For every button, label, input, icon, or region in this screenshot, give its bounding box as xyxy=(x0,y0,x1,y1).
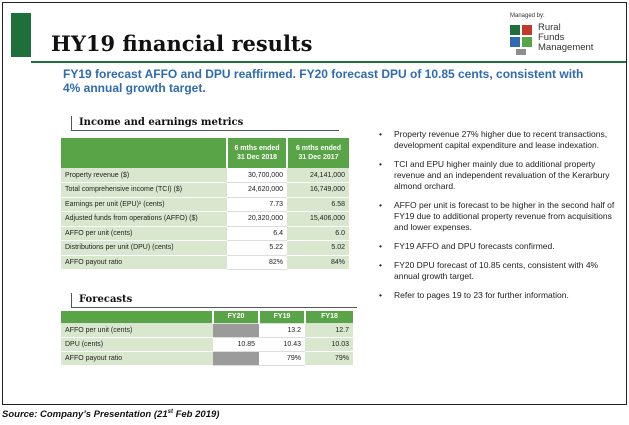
row-label: Distributions per unit (DPU) (cents) xyxy=(61,240,227,256)
header-divider xyxy=(31,61,626,63)
cell-fy20: 10.85 xyxy=(213,337,259,352)
cell-fy18: 79% xyxy=(305,351,353,366)
list-item: • FY20 DPU forecast of 10.85 cents, consi… xyxy=(379,260,617,282)
page-subtitle: FY19 forecast AFFO and DPU reaffirmed. F… xyxy=(63,67,584,95)
header-accent-bar xyxy=(11,13,31,57)
row-label: DPU (cents) xyxy=(61,337,213,352)
list-item: • Refer to pages 19 to 23 for further inf… xyxy=(379,290,617,301)
bullet-icon: • xyxy=(379,241,382,251)
source-sup: st xyxy=(167,409,173,415)
table-row: Distributions per unit (DPU) (cents) 5.22… xyxy=(61,240,349,256)
forecasts-table: FY20 FY19 FY18 AFFO per unit (cents) 13.2… xyxy=(61,311,353,366)
cell-2017: 24,141,000 xyxy=(287,168,349,183)
metrics-table: 6 mths ended 31 Dec 2018 6 mths ended 31… xyxy=(61,138,349,270)
row-label: Total comprehensive income (TCI) ($) xyxy=(61,182,227,198)
cell-2017: 16,749,000 xyxy=(287,182,349,198)
source-text: Source: Company’s Presentation (21 xyxy=(2,409,168,421)
logo-line-3: Management xyxy=(538,42,594,53)
metrics-section-rule xyxy=(71,130,339,131)
list-item: • AFFO per unit is forecast to be higher … xyxy=(379,200,617,233)
company-logo: Managed by: Rural Funds Management xyxy=(502,11,622,65)
table-row: AFFO per unit (cents) 6.4 6.0 xyxy=(61,226,349,241)
bullet-text: AFFO per unit is forecast to be higher i… xyxy=(394,200,615,232)
forecasts-header-blank xyxy=(61,311,214,324)
slide-frame: HY19 financial results Managed by: Rural… xyxy=(2,2,627,405)
bullet-icon: • xyxy=(379,129,382,139)
row-label: Adjusted funds from operations (AFFO) ($… xyxy=(61,211,227,227)
cell-fy20 xyxy=(213,323,259,338)
cell-2017: 6.0 xyxy=(287,226,349,241)
table-row: AFFO payout ratio 79% 79% xyxy=(61,351,353,366)
cell-2018: 7.73 xyxy=(227,197,287,212)
cell-2018: 20,320,000 xyxy=(227,211,287,227)
cell-fy18: 12.7 xyxy=(305,323,353,338)
table-row: AFFO per unit (cents) 13.2 12.7 xyxy=(61,323,353,338)
logo-line-2: Funds xyxy=(538,32,565,43)
section-tick xyxy=(71,293,72,307)
cell-2017: 84% xyxy=(287,255,349,270)
section-tick xyxy=(71,116,72,130)
col-fy19: FY19 xyxy=(259,311,306,324)
source-date: Feb 2019) xyxy=(172,409,220,421)
bullet-text: FY20 DPU forecast of 10.85 cents, consis… xyxy=(394,260,599,281)
source-caption: Source: Company’s Presentation (21st Feb… xyxy=(2,409,219,420)
list-item: • TCI and EPU higher mainly due to additi… xyxy=(379,159,617,192)
cell-2017: 5.02 xyxy=(287,240,349,256)
row-label: Property revenue ($) xyxy=(61,168,227,183)
table-row: Earnings per unit (EPU)¹ (cents) 7.73 6.58 xyxy=(61,197,349,212)
col-fy20: FY20 xyxy=(213,311,260,324)
forecasts-header-row: FY20 FY19 FY18 xyxy=(61,311,353,324)
row-label: AFFO payout ratio xyxy=(61,351,213,366)
bullet-icon: • xyxy=(379,260,382,270)
logo-mark-icon xyxy=(510,25,534,55)
cell-fy19: 79% xyxy=(259,351,305,366)
cell-2018: 82% xyxy=(227,255,287,270)
cell-2018: 24,620,000 xyxy=(227,182,287,198)
commentary-bullets: • Property revenue 27% higher due to rece… xyxy=(379,129,617,309)
row-label: AFFO payout ratio xyxy=(61,255,227,270)
cell-fy19: 13.2 xyxy=(259,323,305,338)
cell-fy20 xyxy=(213,351,259,366)
page-title: HY19 financial results xyxy=(51,31,313,56)
metrics-section-title: Income and earnings metrics xyxy=(79,117,244,128)
logo-line-1: Rural xyxy=(538,22,561,33)
cell-2018: 6.4 xyxy=(227,226,287,241)
cell-fy18: 10.03 xyxy=(305,337,353,352)
metrics-col-2017: 6 mths ended 31 Dec 2017 xyxy=(287,138,349,168)
metrics-header-row: 6 mths ended 31 Dec 2018 6 mths ended 31… xyxy=(61,138,349,168)
logo-managed-by: Managed by: xyxy=(510,13,545,19)
bullet-icon: • xyxy=(379,200,382,210)
bullet-icon: • xyxy=(379,290,382,300)
metrics-header-blank xyxy=(61,138,228,168)
list-item: • FY19 AFFO and DPU forecasts confirmed. xyxy=(379,241,617,252)
cell-2018: 5.22 xyxy=(227,240,287,256)
bullet-text: Property revenue 27% higher due to recen… xyxy=(394,129,608,150)
cell-2017: 6.58 xyxy=(287,197,349,212)
logo-text: Rural Funds Management xyxy=(538,23,593,53)
cell-fy19: 10.43 xyxy=(259,337,305,352)
row-label: AFFO per unit (cents) xyxy=(61,323,213,338)
bullet-text: FY19 AFFO and DPU forecasts confirmed. xyxy=(394,241,555,251)
col-fy18: FY18 xyxy=(305,311,353,324)
table-row: Adjusted funds from operations (AFFO) ($… xyxy=(61,211,349,227)
table-row: AFFO payout ratio 82% 84% xyxy=(61,255,349,270)
table-row: DPU (cents) 10.85 10.43 10.03 xyxy=(61,337,353,352)
metrics-col-2018: 6 mths ended 31 Dec 2018 xyxy=(227,138,288,168)
forecasts-section-title: Forecasts xyxy=(79,294,133,305)
forecasts-section-rule xyxy=(71,307,357,308)
list-item: • Property revenue 27% higher due to rece… xyxy=(379,129,617,151)
cell-2017: 15,406,000 xyxy=(287,211,349,227)
bullet-text: Refer to pages 19 to 23 for further info… xyxy=(394,290,569,300)
bullet-icon: • xyxy=(379,159,382,169)
row-label: AFFO per unit (cents) xyxy=(61,226,227,241)
cell-2018: 30,700,000 xyxy=(227,168,287,183)
table-row: Property revenue ($) 30,700,000 24,141,000 xyxy=(61,168,349,183)
table-row: Total comprehensive income (TCI) ($) 24,6… xyxy=(61,182,349,198)
row-label: Earnings per unit (EPU)¹ (cents) xyxy=(61,197,227,212)
bullet-text: TCI and EPU higher mainly due to additio… xyxy=(394,159,610,191)
